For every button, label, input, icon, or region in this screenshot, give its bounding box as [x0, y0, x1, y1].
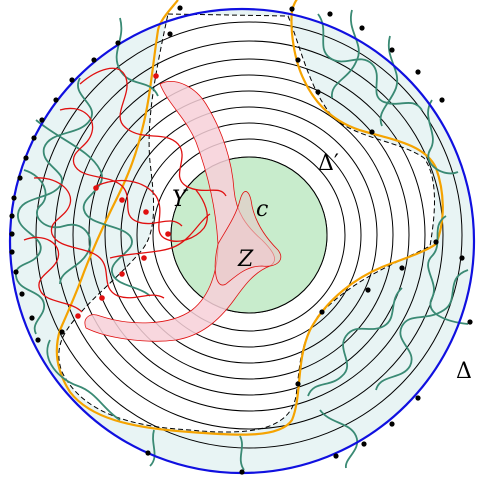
label-c: c	[256, 197, 268, 222]
label-z: Z	[237, 247, 254, 272]
concentric-circles	[35, 21, 463, 449]
inner-dots	[59, 31, 439, 387]
red-dots	[75, 73, 171, 319]
label-y: Y	[172, 187, 189, 212]
label-delta: Δ	[456, 359, 472, 384]
boundary-dots	[9, 5, 473, 475]
red-curves	[23, 67, 227, 313]
dashed-boundary	[58, 13, 435, 433]
label-delta-prime: Δ′	[318, 151, 339, 176]
orange-curve	[55, 0, 444, 436]
region-z	[214, 191, 282, 286]
